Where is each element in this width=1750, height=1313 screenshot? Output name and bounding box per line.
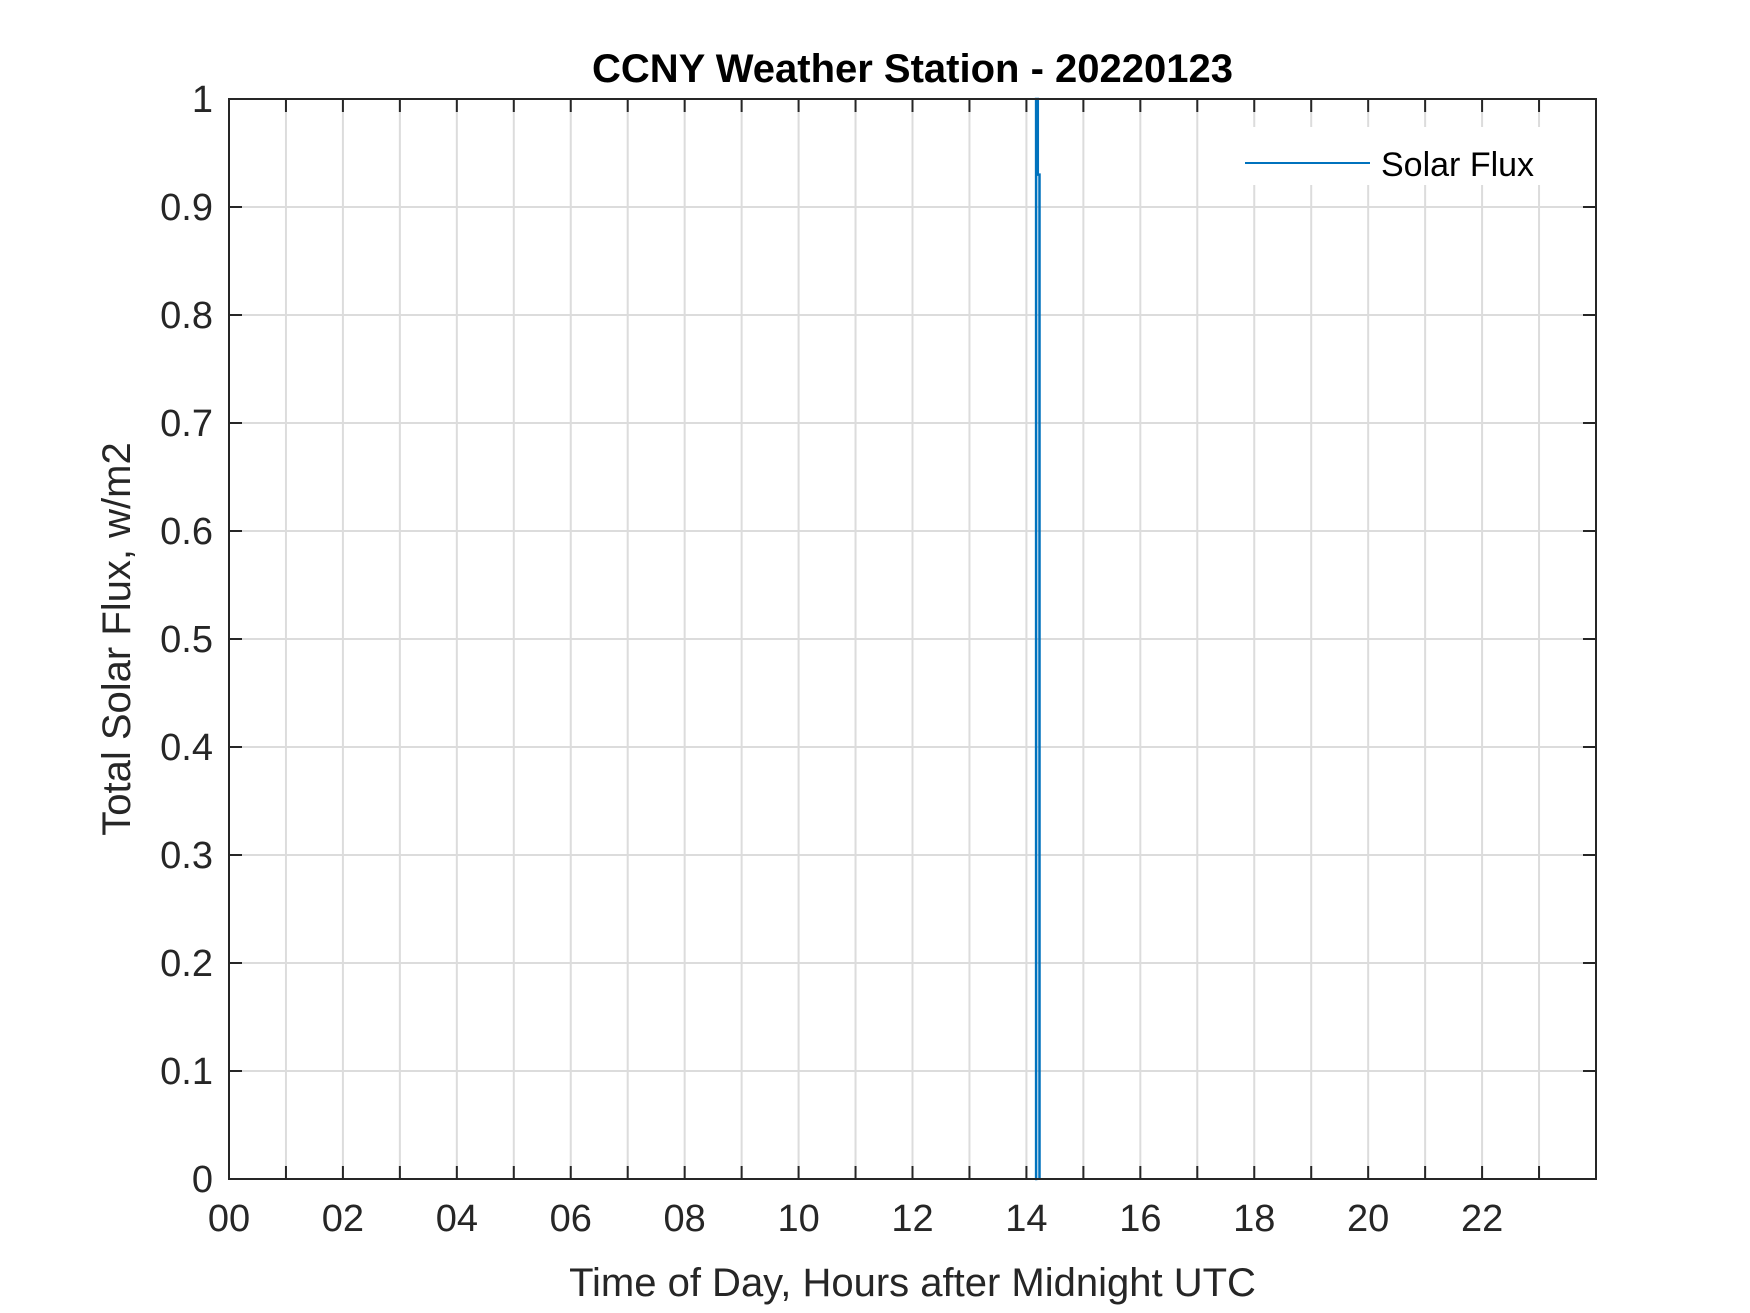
y-tick-label: 0 xyxy=(192,1159,213,1201)
y-tick-label: 0.8 xyxy=(160,295,213,337)
series-layer xyxy=(1034,97,1041,1181)
y-axis-label: Total Solar Flux, w/m2 xyxy=(95,442,139,835)
tick-labels: 00 02 04 06 08 10 12 14 16 18 20 22 0 0.1 0.2 0.3 0.4 0.5… xyxy=(160,79,1503,1240)
x-axis-label: Time of Day, Hours after Midnight UTC xyxy=(569,1261,1256,1305)
x-tick-label: 10 xyxy=(777,1198,819,1240)
legend-label: Solar Flux xyxy=(1381,146,1534,184)
y-tick-label: 0.1 xyxy=(160,1051,213,1093)
chart-title: CCNY Weather Station - 20220123 xyxy=(592,47,1233,91)
x-tick-label: 22 xyxy=(1461,1198,1503,1240)
x-tick-label: 14 xyxy=(1005,1198,1047,1240)
y-tick-label: 1 xyxy=(192,79,213,121)
x-tick-label: 18 xyxy=(1233,1198,1275,1240)
y-tick-label: 0.9 xyxy=(160,187,213,229)
y-tick-label: 0.4 xyxy=(160,727,213,769)
legend: Solar Flux xyxy=(1230,127,1550,185)
series-line xyxy=(1034,97,1041,1181)
x-tick-label: 04 xyxy=(436,1198,478,1240)
y-tick-label: 0.2 xyxy=(160,943,213,985)
x-tick-label: 08 xyxy=(664,1198,706,1240)
y-tick-label: 0.7 xyxy=(160,403,213,445)
grid-lines xyxy=(229,99,1596,1179)
legend-box xyxy=(1230,127,1550,185)
x-tick-label: 02 xyxy=(322,1198,364,1240)
x-tick-label: 16 xyxy=(1119,1198,1161,1240)
x-tick-label: 20 xyxy=(1347,1198,1389,1240)
y-tick-label: 0.5 xyxy=(160,619,213,661)
axes-frame xyxy=(228,98,1597,1180)
x-tick-label: 00 xyxy=(208,1198,250,1240)
x-tick-label: 06 xyxy=(550,1198,592,1240)
y-tick-label: 0.6 xyxy=(160,511,213,553)
y-tick-label: 0.3 xyxy=(160,835,213,877)
x-tick-label: 12 xyxy=(891,1198,933,1240)
